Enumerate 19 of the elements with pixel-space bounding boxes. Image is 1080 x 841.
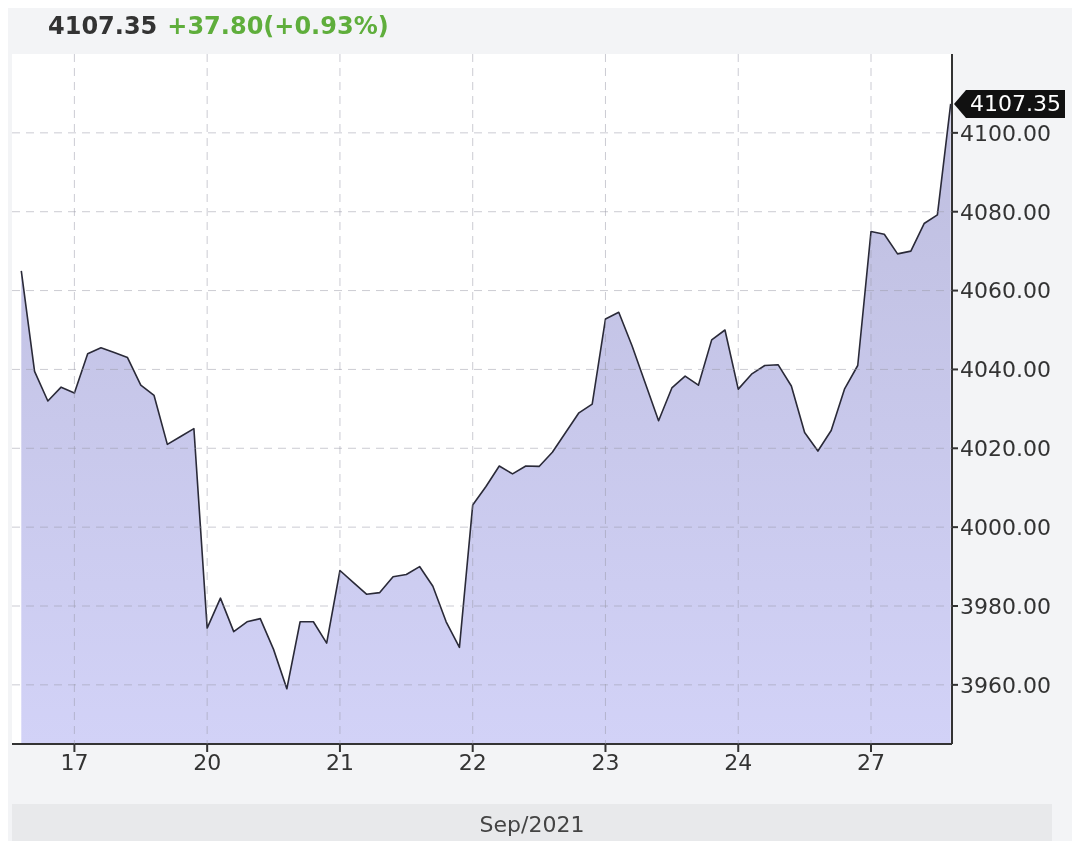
x-tick-label: 27 [857,749,886,775]
x-tick-label: 17 [60,749,89,775]
x-tick-label: 24 [724,749,753,775]
x-tick-label: 22 [458,749,487,775]
y-tick-label: 4000.00 [960,514,1051,540]
x-axis-title: Sep/2021 [12,804,1052,841]
chart-title: 4107.35 [48,12,158,40]
y-tick-label: 4060.00 [960,278,1051,304]
y-tick-label: 3980.00 [960,593,1051,619]
y-tick-label: 4100.00 [960,120,1051,146]
chart-subtitle: +37.80(+0.93%) [167,12,389,40]
y-tick-label: 4020.00 [960,436,1051,462]
y-tick-label: 3960.00 [960,672,1051,698]
x-tick-label: 23 [591,749,620,775]
y-tick-label: 4080.00 [960,199,1051,225]
x-tick-label: 20 [193,749,222,775]
x-tick-label: 21 [325,749,354,775]
y-tick-label: 4040.00 [960,357,1051,383]
text: 4107.35 [966,89,1065,118]
